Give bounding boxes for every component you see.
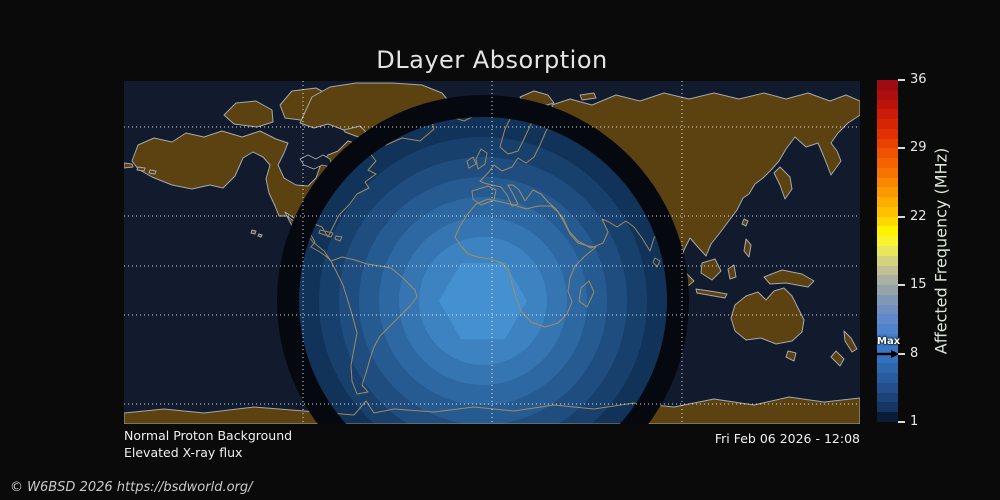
page-title: DLayer Absorption <box>376 46 608 74</box>
graticule-gridlines <box>124 81 860 424</box>
colorbar-axis-label: Affected Frequency (MHz) <box>931 147 951 355</box>
colorbar-segment <box>877 109 898 120</box>
colorbar-segment <box>877 324 898 334</box>
xray-status-line: Elevated X-ray flux <box>124 444 243 460</box>
colorbar-segment <box>877 314 898 325</box>
colorbar-segment <box>877 148 898 159</box>
colorbar-ticks: 36 29 22 15 8 1 <box>898 72 940 429</box>
colorbar-segment <box>877 255 898 266</box>
max-arrow-icon <box>876 349 899 358</box>
colorbar-tick-mark <box>898 79 905 81</box>
colorbar-segment <box>877 275 898 286</box>
colorbar-segment <box>877 412 898 422</box>
colorbar-tick-label: 22 <box>910 208 927 224</box>
colorbar-segment <box>877 333 898 344</box>
condition-annotations: Normal Proton Background Elevated X-ray … <box>124 428 292 461</box>
colorbar-segment <box>877 158 898 168</box>
colorbar-segment <box>877 216 898 227</box>
colorbar-segment <box>877 372 898 383</box>
colorbar-tick-mark <box>898 421 905 423</box>
colorbar-segment <box>877 392 898 403</box>
absorption-map-svg <box>124 81 860 424</box>
colorbar-tick-label: 8 <box>910 345 919 361</box>
colorbar-segment <box>877 402 898 413</box>
colorbar-segment <box>877 304 898 315</box>
colorbar-tick-label: 1 <box>910 414 919 429</box>
colorbar-tick-mark <box>898 284 905 287</box>
colorbar-segment <box>877 80 898 90</box>
proton-status-line: Normal Proton Background <box>124 428 293 443</box>
colorbar-segment <box>877 167 898 178</box>
colorbar-segment <box>877 187 898 198</box>
colorbar-tick-label: 36 <box>910 72 927 87</box>
colorbar-segment <box>877 265 898 276</box>
colorbar-gradient <box>877 80 898 422</box>
colorbar-segment <box>877 128 898 139</box>
colorbar-segment <box>877 353 898 364</box>
colorbar-segment <box>877 236 898 247</box>
colorbar-segment <box>877 343 898 354</box>
absorption-core-8mhz <box>439 262 527 340</box>
colorbar-segment <box>877 206 898 217</box>
colorbar-segment <box>877 89 898 100</box>
colorbar-segment <box>877 226 898 237</box>
colorbar-segment <box>877 363 898 373</box>
colorbar-tick-mark <box>898 147 905 150</box>
timestamp: Fri Feb 06 2026 - 12:08 <box>714 431 860 446</box>
colorbar-segment <box>877 119 898 129</box>
colorbar-segment <box>877 294 898 305</box>
colorbar-segment <box>877 246 898 256</box>
colorbar-segment <box>877 99 898 110</box>
absorption-rings <box>277 95 689 424</box>
world-map <box>124 81 860 424</box>
colorbar-segment <box>877 197 898 207</box>
colorbar-tick-label: 29 <box>910 140 927 156</box>
copyright: © W6BSD 2026 https://bsdworld.org/ <box>10 480 253 495</box>
colorbar-segment <box>877 285 898 295</box>
colorbar-segment <box>877 177 898 188</box>
colorbar-tick-label: 15 <box>910 277 927 293</box>
colorbar-segment <box>877 138 898 149</box>
colorbar-tick-mark <box>898 352 905 355</box>
colorbar-tick-mark <box>898 215 905 218</box>
max-frequency-label: Max <box>877 335 901 347</box>
colorbar-segment <box>877 382 898 393</box>
